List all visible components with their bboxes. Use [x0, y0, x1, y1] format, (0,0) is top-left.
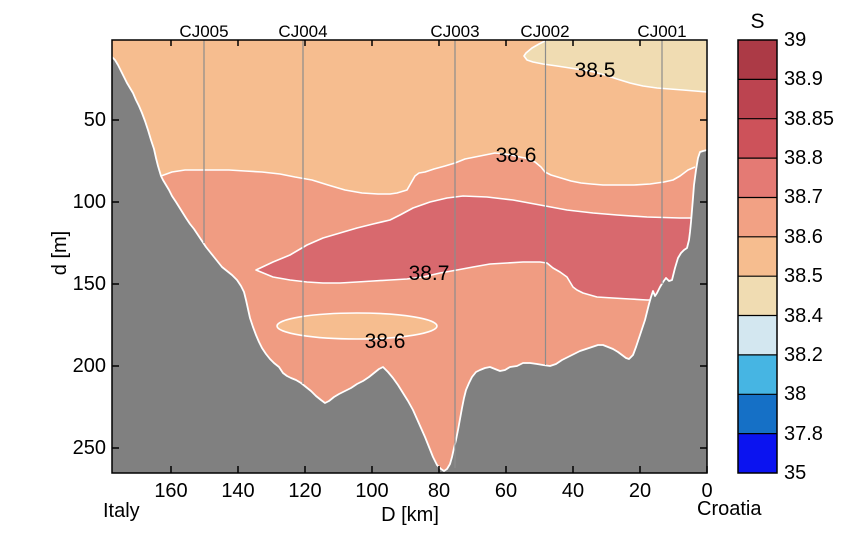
cb-tick-37.8: 37.8 — [784, 423, 823, 445]
x-tick-140: 140 — [221, 480, 255, 502]
y-axis-ticks-left — [112, 119, 119, 449]
colorbar-title: S — [750, 10, 765, 33]
cb-tick-38.85: 38.85 — [784, 108, 835, 130]
cb-tick-35: 35 — [784, 462, 807, 484]
x-axis-label: D [km] — [381, 504, 439, 526]
y-tick-200: 200 — [72, 355, 106, 377]
colorbar — [737, 39, 778, 474]
station-label-cj002: CJ002 — [520, 22, 570, 41]
x-tick-80: 80 — [427, 480, 451, 502]
station-label-cj001: CJ001 — [637, 22, 687, 41]
cb-tick-38: 38 — [784, 383, 807, 405]
y-tick-50: 50 — [83, 109, 106, 131]
y-tick-250: 250 — [72, 437, 106, 459]
colorbar-segment-38.85 — [738, 118, 777, 159]
x-tick-0: 0 — [701, 480, 713, 502]
region-deep-lens-38.5-38.6 — [276, 312, 438, 340]
region-surface-lens-38.4-38.5 — [523, 40, 707, 93]
region-core-38.7-38.8 — [255, 195, 707, 303]
colorbar-segment-38 — [738, 394, 777, 434]
endpoint-label-italy: Italy — [103, 500, 140, 522]
seafloor-contour-line — [111, 56, 708, 472]
colorbar-segment-38.9 — [738, 79, 777, 119]
cb-tick-38.7: 38.7 — [784, 186, 823, 208]
contour-label-38.6-lens: 38.6 — [364, 330, 406, 353]
endpoint-label-croatia: Croatia — [697, 498, 762, 520]
x-tick-100: 100 — [355, 480, 389, 502]
axis-box — [111, 39, 708, 474]
contour-label-38.5: 38.5 — [574, 59, 616, 82]
cb-tick-38.4: 38.4 — [784, 305, 823, 327]
x-tick-20: 20 — [628, 480, 652, 502]
station-label-cj004: CJ004 — [278, 22, 328, 41]
cb-tick-38.9: 38.9 — [784, 68, 823, 90]
cb-tick-38.2: 38.2 — [784, 344, 823, 366]
y-axis-label: d [m] — [49, 230, 71, 276]
colorbar-segment-37.8 — [738, 433, 777, 473]
colorbar-dividers — [738, 78, 777, 435]
cb-tick-38.6: 38.6 — [784, 226, 823, 248]
colorbar-segment-38.4 — [738, 315, 777, 355]
x-tick-60: 60 — [494, 480, 518, 502]
colorbar-segment-38.7 — [738, 197, 777, 237]
x-tick-160: 160 — [154, 480, 188, 502]
contour-label-38.7: 38.7 — [408, 262, 450, 285]
y-axis-ticks-right — [700, 119, 707, 449]
station-label-cj003: CJ003 — [430, 22, 480, 41]
x-axis-ticks-top — [170, 40, 641, 46]
x-tick-120: 120 — [288, 480, 322, 502]
y-tick-150: 150 — [72, 273, 106, 295]
cb-tick-39: 39 — [784, 29, 807, 51]
y-tick-100: 100 — [72, 191, 106, 213]
x-axis-ticks-bottom — [170, 466, 708, 473]
contour-label-38.6-upper: 38.6 — [495, 144, 537, 167]
colorbar-segment-38.2 — [738, 354, 777, 395]
station-label-cj005: CJ005 — [179, 22, 229, 41]
colorbar-segment-38.6 — [738, 236, 777, 277]
cb-tick-38.5: 38.5 — [784, 265, 823, 287]
colorbar-segment-38.8 — [738, 158, 777, 198]
x-tick-40: 40 — [561, 480, 585, 502]
colorbar-border — [737, 39, 778, 474]
colorbar-segment-38.5 — [738, 276, 777, 316]
colorbar-segment-39 — [738, 40, 777, 80]
cb-tick-38.8: 38.8 — [784, 147, 823, 169]
